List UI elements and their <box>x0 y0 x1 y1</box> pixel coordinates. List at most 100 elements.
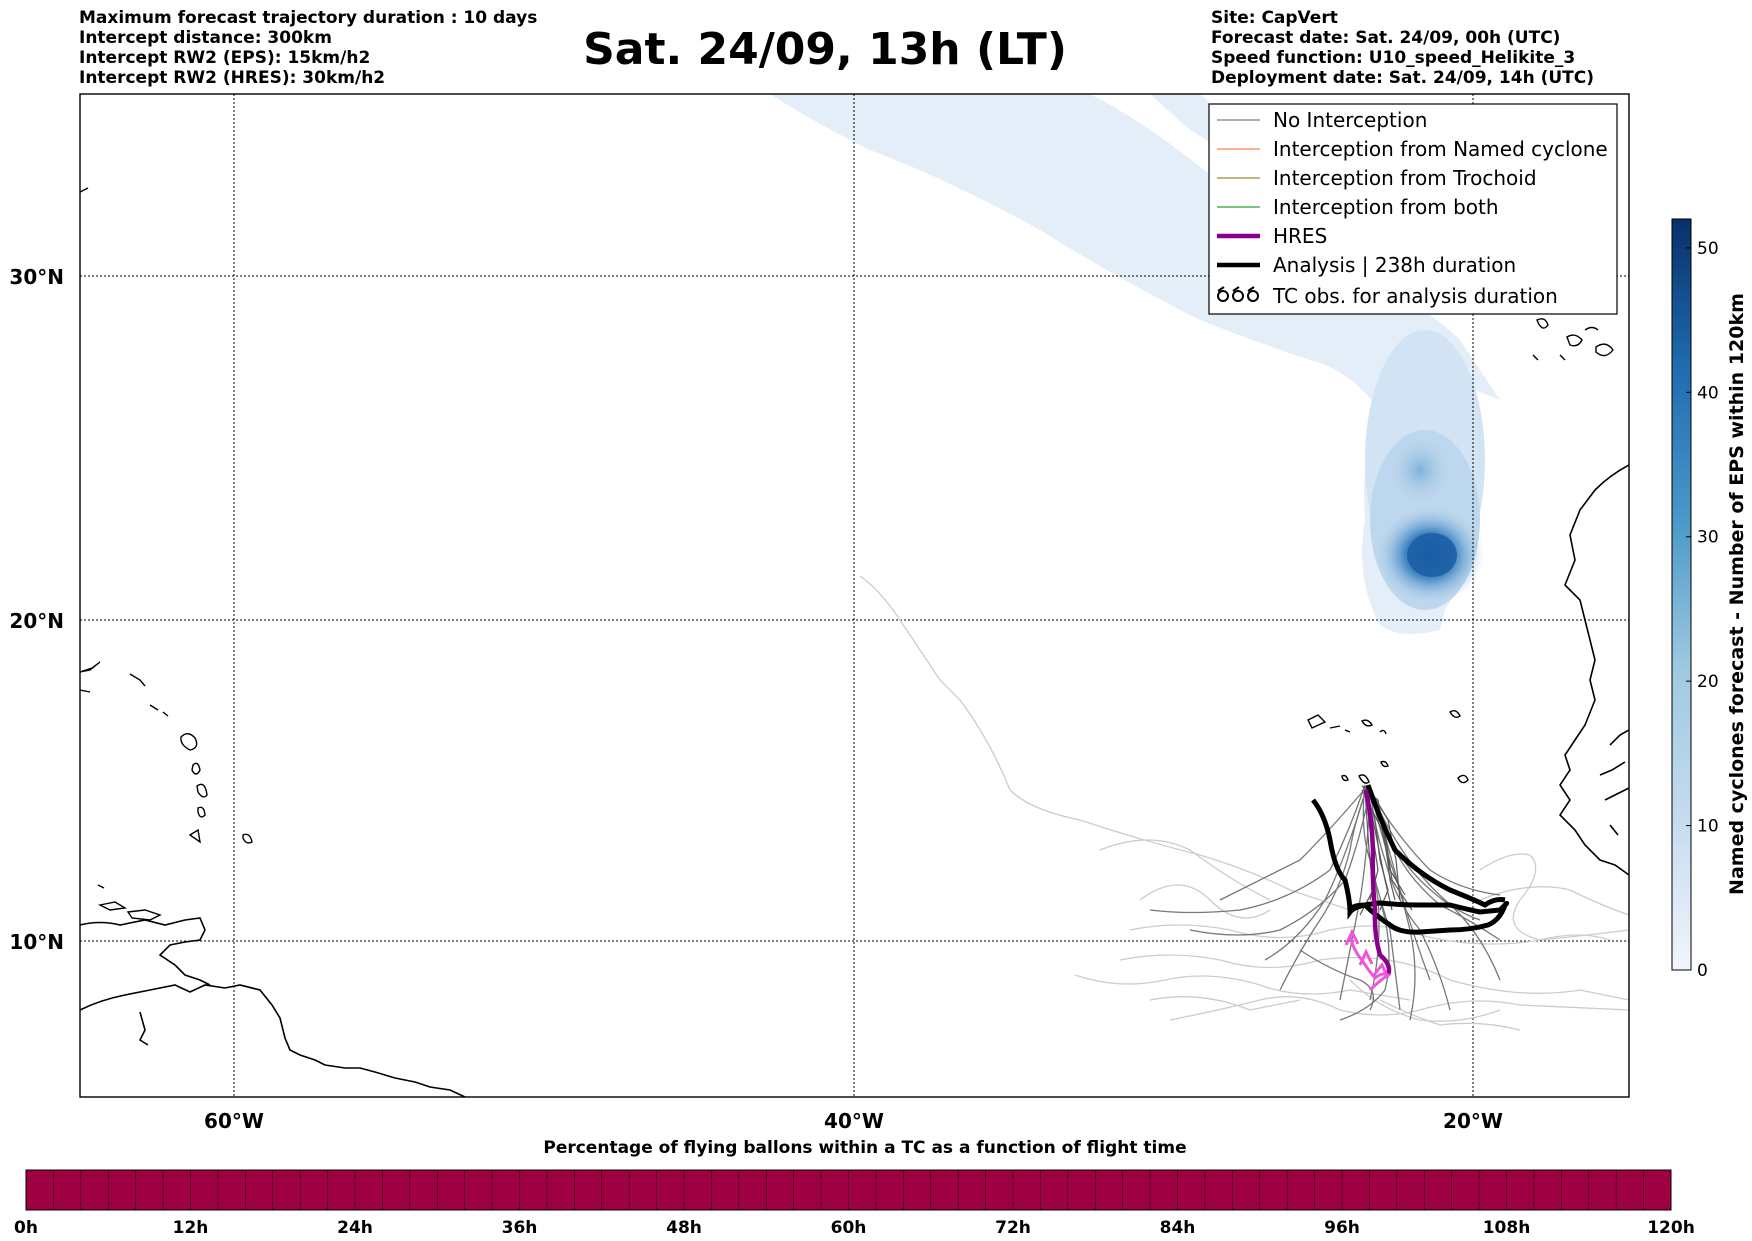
colorbar-right-tick-label: 30 <box>1697 528 1719 548</box>
header-intercept-eps: Intercept RW2 (EPS): 15km/h2 <box>79 48 371 68</box>
header-max-duration: Maximum forecast trajectory duration : 1… <box>79 8 538 28</box>
colorbar-right-tick-label: 40 <box>1697 383 1719 403</box>
island <box>1329 725 1351 733</box>
island <box>1536 318 1549 329</box>
island <box>129 673 146 687</box>
colorbar-bottom-tick-label: 60h <box>831 1218 867 1238</box>
island <box>1449 709 1461 719</box>
lon-label-60w: 60°W <box>204 1109 264 1133</box>
map-title: Sat. 24/09, 13h (LT) <box>583 24 1067 75</box>
header-speed-function: Speed function: U10_speed_Helikite_3 <box>1211 48 1576 68</box>
island <box>180 733 198 751</box>
header-site: Site: CapVert <box>1211 8 1338 28</box>
legend-box <box>1208 103 1618 315</box>
colorbar-bottom-tick-label: 0h <box>14 1218 38 1238</box>
colorbar-bottom-tick-label: 108h <box>1483 1218 1531 1238</box>
colorbar-right-tick-label: 50 <box>1697 239 1719 259</box>
trajectories-light <box>859 575 1629 1031</box>
colorbar-bottom-title: Percentage of flying ballons within a TC… <box>543 1138 1186 1158</box>
analysis-track-line <box>1311 798 1510 935</box>
tc-obs-symbol <box>1358 948 1374 966</box>
colorbar-bottom-tick-label: 84h <box>1160 1218 1196 1238</box>
colorbar-bottom-ticks: 0h 12h 24h 36h 48h 60h 72h 84h 96h 108h 120h <box>14 1218 1695 1238</box>
colorbar-right: 50 40 30 20 10 0 Named cyclones forecast - Nu… <box>1671 218 1748 981</box>
colorbar-bottom-tick-label: 72h <box>995 1218 1031 1238</box>
island <box>191 762 201 775</box>
island <box>126 909 162 921</box>
africa-coast <box>1558 464 1629 876</box>
legend-label-both: Interception from both <box>1273 195 1499 219</box>
tc-obs-symbol <box>1372 962 1390 979</box>
analysis-track <box>1311 784 1510 935</box>
island <box>1584 326 1599 331</box>
map-content <box>80 94 1629 1097</box>
lat-labels: 30°N 20°N 10°N <box>9 265 64 954</box>
header-intercept-hres: Intercept RW2 (HRES): 30km/h2 <box>79 68 386 88</box>
colorbar-right-tick-label: 0 <box>1697 961 1708 981</box>
colorbar-right-ticks: 50 40 30 20 10 0 <box>1686 239 1719 981</box>
map-frame <box>79 93 1630 1098</box>
island <box>1595 343 1614 357</box>
tc-obs-markers <box>1344 928 1391 992</box>
header-info-left: Maximum forecast trajectory duration : 1… <box>79 8 537 88</box>
island <box>149 704 169 717</box>
legend-label-no-interception: No Interception <box>1273 108 1427 132</box>
island <box>1566 334 1583 347</box>
colorbar-right-bar <box>1671 218 1692 971</box>
island <box>1379 729 1387 735</box>
island <box>1457 774 1469 784</box>
colorbar-bottom: Percentage of flying ballons within a TC… <box>14 1138 1695 1238</box>
island <box>80 689 91 693</box>
cyclone-symbol-icon <box>1217 286 1259 302</box>
colorbar-bottom-tick-label: 120h <box>1647 1218 1695 1238</box>
island <box>97 884 105 889</box>
coast-detail <box>138 1011 149 1046</box>
colorbar-bottom-tick-label: 48h <box>666 1218 702 1238</box>
island <box>1532 354 1539 361</box>
coastlines <box>80 464 1629 1097</box>
lon-label-20w: 20°W <box>1443 1109 1503 1133</box>
header-forecast-date: Forecast date: Sat. 24/09, 00h (UTC) <box>1211 28 1561 48</box>
legend-label-trochoid: Interception from Trochoid <box>1273 166 1537 190</box>
island <box>1361 719 1373 727</box>
island <box>1307 714 1327 729</box>
island <box>242 833 253 844</box>
lon-labels: 60°W 40°W 20°W <box>204 1109 1503 1133</box>
tc-obs-track <box>1348 934 1391 992</box>
colorbar-right-tick-label: 20 <box>1697 672 1719 692</box>
header-info-right: Site: CapVert Forecast date: Sat. 24/09,… <box>1211 8 1594 88</box>
legend-label-tc-obs: TC obs. for analysis duration <box>1272 284 1558 308</box>
header-deployment-date: Deployment date: Sat. 24/09, 14h (UTC) <box>1211 68 1595 88</box>
header-intercept-distance: Intercept distance: 300km <box>79 28 332 48</box>
lat-label-30n: 30°N <box>9 265 64 289</box>
colorbar-bottom-tick-label: 24h <box>337 1218 373 1238</box>
colorbar-bottom-tick-label: 36h <box>502 1218 538 1238</box>
island <box>1358 774 1370 784</box>
island <box>196 783 208 798</box>
island <box>197 806 206 818</box>
island <box>1341 774 1349 782</box>
trajectories-grey <box>1149 784 1501 1021</box>
legend-label-hres: HRES <box>1273 224 1327 248</box>
island <box>188 828 201 844</box>
tc-obs-symbol <box>1344 928 1360 946</box>
legend-label-analysis: Analysis | 238h duration <box>1273 253 1516 277</box>
graticule <box>80 94 1629 1097</box>
island <box>1380 760 1389 768</box>
legend: No Interception Interception from Named … <box>1208 103 1618 315</box>
colorbar-bottom-tick-label: 12h <box>173 1218 209 1238</box>
colorbar-right-tick-label: 10 <box>1697 817 1719 837</box>
colorbar-bottom-tick-label: 96h <box>1324 1218 1360 1238</box>
legend-label-named-cyclone: Interception from Named cyclone <box>1273 137 1608 161</box>
lat-label-20n: 20°N <box>9 609 64 633</box>
colorbar-bottom-minor-ticks <box>53 1170 1644 1210</box>
africa-coast-detail <box>1599 729 1629 836</box>
lat-label-10n: 10°N <box>9 930 64 954</box>
lon-label-40w: 40°W <box>824 1109 884 1133</box>
south-america-coast <box>80 984 466 1097</box>
hres-track <box>1363 789 1392 976</box>
analysis-track-east <box>1365 784 1506 908</box>
eps-density-field <box>770 94 1500 634</box>
islands <box>80 187 1614 921</box>
